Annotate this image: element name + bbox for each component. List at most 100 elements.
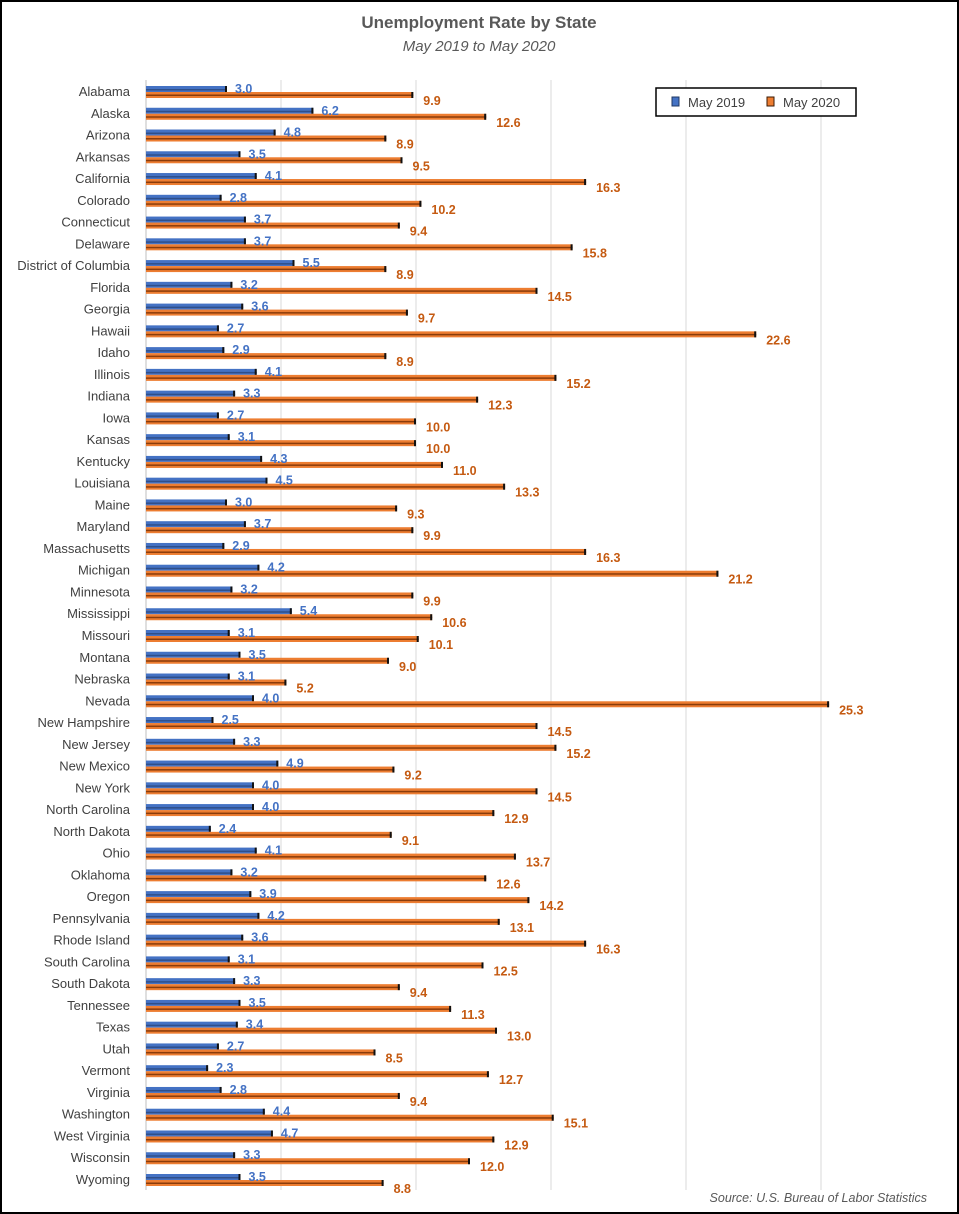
data-label-may-2019-south-dakota: 3.3 (243, 974, 260, 988)
bar-may-2019-shade-delaware (146, 241, 246, 243)
bar-may-2019-cap-california (254, 173, 257, 180)
bar-may-2019-shade-virginia (146, 1089, 222, 1092)
bar-may-2019-cap-iowa (216, 412, 219, 419)
bar-may-2019-cap-south-carolina (227, 956, 230, 963)
bar-may-2019-shade-wyoming (146, 1177, 241, 1179)
bar-may-2019-shade-connecticut (146, 219, 246, 222)
bar-may-2020-shade-wyoming (146, 1182, 384, 1184)
bar-may-2020-cap-new-york (535, 788, 538, 795)
bar-may-2020-shade-maine (146, 507, 398, 510)
bar-may-2019-cap-indiana (233, 390, 236, 397)
bar-may-2019-shade-colorado (146, 197, 222, 200)
category-label-michigan: Michigan (78, 563, 130, 578)
data-label-may-2020-nebraska: 5.2 (296, 682, 313, 696)
data-label-may-2019-rhode-island: 3.6 (251, 931, 268, 945)
bar-may-2020-cap-idaho (384, 353, 387, 360)
bar-may-2020-cap-oklahoma (484, 875, 487, 882)
data-label-may-2020-south-carolina: 12.5 (494, 964, 518, 978)
bar-may-2019-cap-michigan (257, 564, 260, 571)
category-label-west-virginia: West Virginia (54, 1128, 131, 1143)
bar-may-2020-cap-minnesota (411, 592, 414, 599)
bars: 3.0 9.9 6.2 12.6 4.8 8.9 3.5 9.5 4.1 16.3 2.8 10.2 3… (146, 82, 863, 1196)
bar-may-2019-shade-michigan (146, 567, 260, 570)
category-label-nevada: Nevada (85, 693, 131, 708)
data-label-may-2019-delaware: 3.7 (254, 234, 271, 248)
category-label-kansas: Kansas (87, 432, 131, 447)
data-label-may-2020-pennsylvania: 13.1 (510, 921, 534, 935)
category-label-wisconsin: Wisconsin (71, 1150, 130, 1165)
bar-may-2020-cap-tennessee (449, 1005, 452, 1012)
bar-may-2019-shade-california (146, 176, 257, 178)
bar-may-2020-cap-california (584, 179, 587, 186)
category-label-nebraska: Nebraska (74, 672, 130, 687)
data-label-may-2019-new-york: 4.0 (262, 778, 279, 792)
data-label-may-2019-new-hampshire: 2.5 (222, 713, 239, 727)
data-label-may-2020-new-mexico: 9.2 (404, 769, 421, 783)
bar-may-2020-shade-mississippi (146, 616, 433, 619)
bar-may-2020-shade-pennsylvania (146, 921, 500, 923)
category-label-montana: Montana (79, 650, 130, 665)
bar-may-2019-cap-mississippi (289, 608, 292, 615)
data-label-may-2019-mississippi: 5.4 (300, 604, 317, 618)
data-label-may-2020-colorado: 10.2 (431, 203, 455, 217)
data-label-may-2019-georgia: 3.6 (251, 300, 268, 314)
bar-may-2019-shade-oklahoma (146, 872, 233, 874)
data-label-may-2020-alaska: 12.6 (496, 116, 520, 130)
bar-may-2019-shade-maine (146, 502, 227, 504)
data-label-may-2020-new-hampshire: 14.5 (548, 725, 572, 739)
bar-may-2020-shade-vermont (146, 1073, 489, 1076)
bar-may-2019-shade-nebraska (146, 676, 230, 679)
bar-may-2019-shade-district-of-columbia (146, 263, 295, 265)
bar-may-2020-cap-south-dakota (397, 984, 400, 991)
bar-may-2019-cap-oregon (249, 891, 252, 898)
data-label-may-2019-massachusetts: 2.9 (232, 539, 249, 553)
bar-may-2020-shade-indiana (146, 399, 479, 401)
data-label-may-2019-washington: 4.4 (273, 1105, 290, 1119)
category-label-hawaii: Hawaii (91, 323, 130, 338)
bar-may-2019-cap-maryland (243, 521, 246, 528)
data-label-may-2019-idaho: 2.9 (232, 343, 249, 357)
data-label-may-2020-oklahoma: 12.6 (496, 877, 520, 891)
category-label-district-of-columbia: District of Columbia (17, 258, 130, 273)
data-label-may-2020-iowa: 10.0 (426, 420, 450, 434)
bar-may-2019-shade-kansas (146, 437, 230, 439)
bar-may-2019-cap-colorado (219, 194, 222, 201)
data-label-may-2020-south-dakota: 9.4 (410, 986, 427, 1000)
data-label-may-2019-utah: 2.7 (227, 1039, 244, 1053)
bar-may-2020-shade-south-carolina (146, 964, 484, 967)
chart-title: Unemployment Rate by State (361, 13, 596, 32)
bar-may-2019-cap-virginia (219, 1086, 222, 1093)
category-label-minnesota: Minnesota (70, 584, 131, 599)
data-label-may-2020-nevada: 25.3 (839, 703, 863, 717)
bar-may-2019-cap-wisconsin (233, 1152, 236, 1159)
category-label-oklahoma: Oklahoma (71, 867, 131, 882)
bar-may-2020-cap-south-carolina (481, 962, 484, 969)
data-label-may-2019-north-dakota: 2.4 (219, 822, 236, 836)
bar-may-2019-cap-utah (216, 1043, 219, 1050)
data-label-may-2020-washington: 15.1 (564, 1117, 588, 1131)
data-label-may-2019-arizona: 4.8 (284, 126, 301, 140)
bar-may-2019-cap-nevada (252, 695, 254, 702)
bar-may-2019-shade-louisiana (146, 480, 268, 483)
bar-may-2020-cap-texas (495, 1027, 497, 1034)
bar-may-2020-cap-oregon (527, 897, 530, 904)
data-label-may-2019-kansas: 3.1 (238, 430, 255, 444)
bar-may-2020-cap-connecticut (397, 222, 400, 229)
bar-may-2019-cap-wyoming (238, 1174, 241, 1180)
data-label-may-2019-montana: 3.5 (249, 648, 266, 662)
bar-may-2019-cap-nebraska (227, 673, 230, 680)
category-label-georgia: Georgia (84, 302, 131, 317)
bar-may-2020-shade-south-dakota (146, 986, 400, 989)
bar-may-2019-cap-new-mexico (276, 760, 279, 767)
bar-may-2020-cap-wyoming (381, 1180, 384, 1186)
bar-may-2019-cap-south-dakota (233, 978, 236, 985)
category-label-new-hampshire: New Hampshire (38, 715, 130, 730)
bar-may-2019-shade-south-carolina (146, 959, 230, 961)
bar-may-2020-cap-nebraska (284, 679, 287, 686)
data-label-may-2020-rhode-island: 16.3 (596, 943, 620, 957)
bar-may-2019-shade-arkansas (146, 154, 241, 156)
data-label-may-2019-michigan: 4.2 (267, 561, 284, 575)
bar-may-2019-cap-pennsylvania (257, 912, 260, 919)
category-label-california: California (75, 171, 131, 186)
bar-may-2020-cap-colorado (419, 200, 422, 207)
